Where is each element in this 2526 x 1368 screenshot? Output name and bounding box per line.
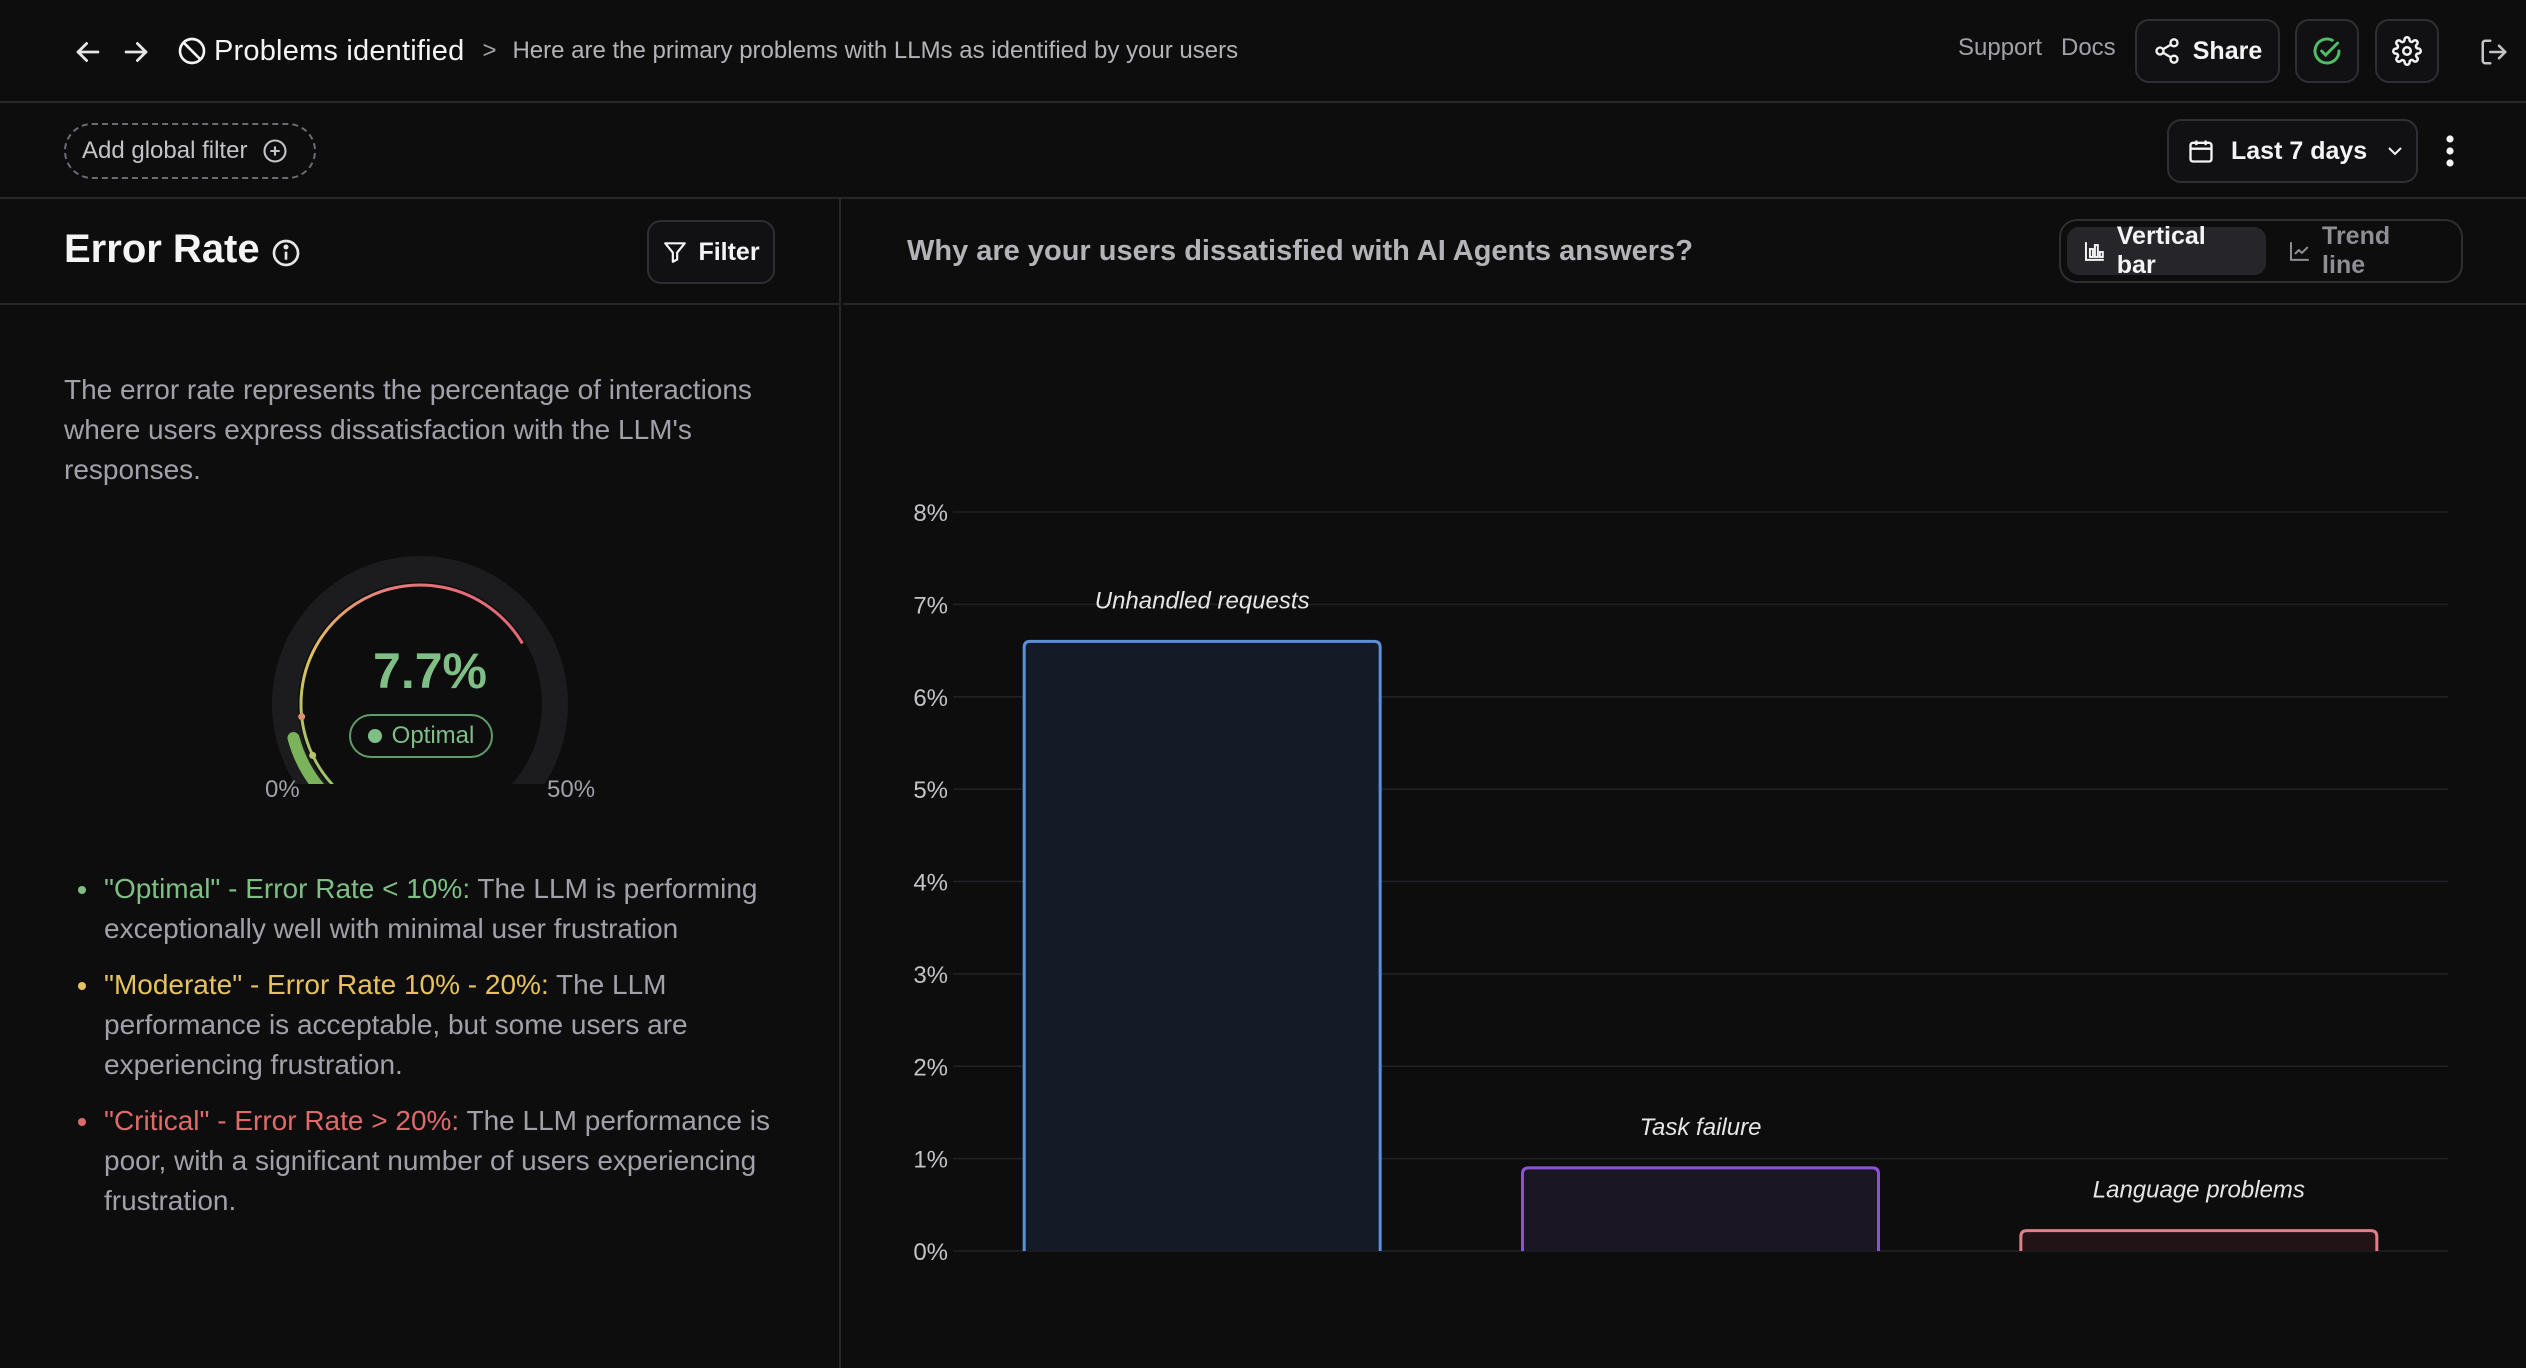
gauge-min-label: 0% (265, 776, 300, 803)
bar[interactable] (1521, 1166, 1880, 1251)
trend-line-toggle[interactable]: Trend line (2272, 222, 2455, 279)
y-tick-label: 6% (913, 685, 948, 712)
error-rate-header: Error Rate Filter (0, 199, 839, 305)
line-chart-icon (2290, 242, 2310, 261)
filter-button[interactable]: Filter (647, 220, 775, 284)
y-tick-label: 2% (913, 1054, 948, 1081)
funnel-icon (664, 242, 687, 263)
bar-fill[interactable] (1024, 641, 1381, 1251)
add-global-filter-button[interactable]: Add global filter (64, 123, 316, 179)
chart-question: Why are your users dissatisfied with AI … (907, 235, 1693, 267)
vertical-bar-label: Vertical bar (2116, 222, 2206, 279)
gauge-threshold-marker (298, 713, 306, 721)
arrow-right-icon (124, 42, 148, 62)
error-rate-description: The error rate represents the percentage… (64, 374, 752, 485)
legend-text: The LLM performance is poor, with a sign… (104, 1105, 770, 1216)
y-tick-label: 7% (913, 592, 948, 619)
breadcrumb: Problems identified > Here are the prima… (176, 30, 1238, 72)
check-circle-icon (2313, 37, 2341, 65)
more-options-button[interactable] (2430, 129, 2470, 173)
legend-item-critical: "Critical" - Error Rate > 20%: The LLM p… (64, 1101, 794, 1221)
legend-text: The LLM performance is acceptable, but s… (104, 969, 688, 1080)
top-bar: Problems identified > Here are the prima… (0, 0, 2526, 103)
filter-label: Filter (698, 237, 760, 266)
trend-line-label: Trend line (2322, 222, 2391, 279)
share-icon (2155, 38, 2179, 64)
more-vertical-icon (2446, 135, 2454, 167)
status-dot (367, 729, 382, 743)
logout-icon (2481, 39, 2507, 65)
gauge-value: 7.7% (373, 643, 487, 699)
calendar-icon (2189, 140, 2213, 163)
bar-fill[interactable] (2020, 1230, 2377, 1251)
y-tick-label: 0% (913, 1239, 948, 1266)
chevron-down-icon (2388, 147, 2402, 156)
gear-icon (2392, 36, 2422, 66)
ban-icon (178, 37, 206, 65)
back-button[interactable] (68, 32, 108, 72)
filter-bar: Add global filter Last 7 days (0, 103, 2526, 199)
page-title: Problems identified (214, 34, 465, 67)
add-global-filter-label: Add global filter (82, 137, 248, 164)
gauge-threshold-marker (309, 751, 317, 759)
docs-link[interactable]: Docs (2061, 34, 2116, 61)
y-tick-label: 8% (913, 500, 948, 527)
gauge-value-arc (287, 732, 325, 784)
legend-heading: "Moderate" - Error Rate 10% - 20%: (104, 969, 549, 1000)
forward-button[interactable] (116, 32, 156, 72)
status-check-button[interactable] (2295, 19, 2359, 83)
legend-item-moderate: "Moderate" - Error Rate 10% - 20%: The L… (64, 965, 794, 1085)
gauge-max-label: 50% (547, 776, 596, 803)
bar-fill[interactable] (1522, 1167, 1879, 1251)
logout-button[interactable] (2474, 32, 2514, 72)
info-icon[interactable] (270, 237, 302, 269)
status-badge: Optimal (349, 714, 493, 758)
dissatisfaction-bar-chart: 0% 1% 2% 3% 4% 5% 6% 7% 8% Unhandled requests Task… (913, 500, 2448, 1266)
legend-bullet (78, 886, 86, 894)
date-range-select[interactable]: Last 7 days (2167, 119, 2418, 183)
bar-label: Unhandled requests (1095, 587, 1310, 614)
bar-label: Task failure (1640, 1114, 1762, 1141)
error-rate-gauge: 7.7% Optimal 0% 50% (240, 554, 620, 874)
settings-button[interactable] (2375, 19, 2439, 83)
plus-circle-icon (263, 139, 287, 163)
legend-heading: "Optimal" - Error Rate < 10%: (104, 873, 471, 904)
page-description: Here are the primary problems with LLMs … (512, 37, 1239, 64)
legend-heading: "Critical" - Error Rate > 20%: (104, 1105, 460, 1136)
share-label: Share (2192, 36, 2263, 65)
gauge-arc (272, 556, 568, 784)
y-tick-label: 4% (913, 870, 948, 897)
y-tick-label: 5% (913, 777, 948, 804)
breadcrumb-separator: > (482, 37, 497, 64)
gauge-track (272, 556, 568, 784)
bar-chart-icon (2084, 242, 2104, 261)
arrow-left-icon (76, 42, 100, 62)
share-button[interactable]: Share (2135, 19, 2280, 83)
status-label: Optimal (391, 722, 475, 749)
legend-bullet (78, 1118, 86, 1126)
error-rate-panel: Error Rate Filter The error rate represe… (0, 199, 841, 1368)
date-range-label: Last 7 days (2231, 136, 2368, 165)
vertical-bar-toggle[interactable]: Vertical bar (2067, 222, 2267, 279)
y-tick-label: 1% (913, 1147, 948, 1174)
legend-bullet (78, 982, 86, 990)
y-tick-label: 3% (913, 962, 948, 989)
support-link[interactable]: Support (1958, 34, 2043, 61)
chart-header: Why are your users dissatisfied with AI … (843, 199, 2526, 305)
legend-text: The LLM is performing exceptionally well… (104, 873, 758, 944)
bar[interactable] (1022, 639, 1382, 1251)
error-rate-title: Error Rate (64, 227, 260, 271)
gauge-scale-arc (299, 583, 524, 784)
bar-label: Language problems (2093, 1177, 2305, 1204)
legend-item-optimal: "Optimal" - Error Rate < 10%: The LLM is… (64, 869, 794, 949)
error-rate-legend: "Optimal" - Error Rate < 10%: The LLM is… (64, 869, 794, 1237)
chart-view-toggle: Vertical bar Trend line (2059, 219, 2463, 283)
bar[interactable] (2019, 1229, 2379, 1251)
